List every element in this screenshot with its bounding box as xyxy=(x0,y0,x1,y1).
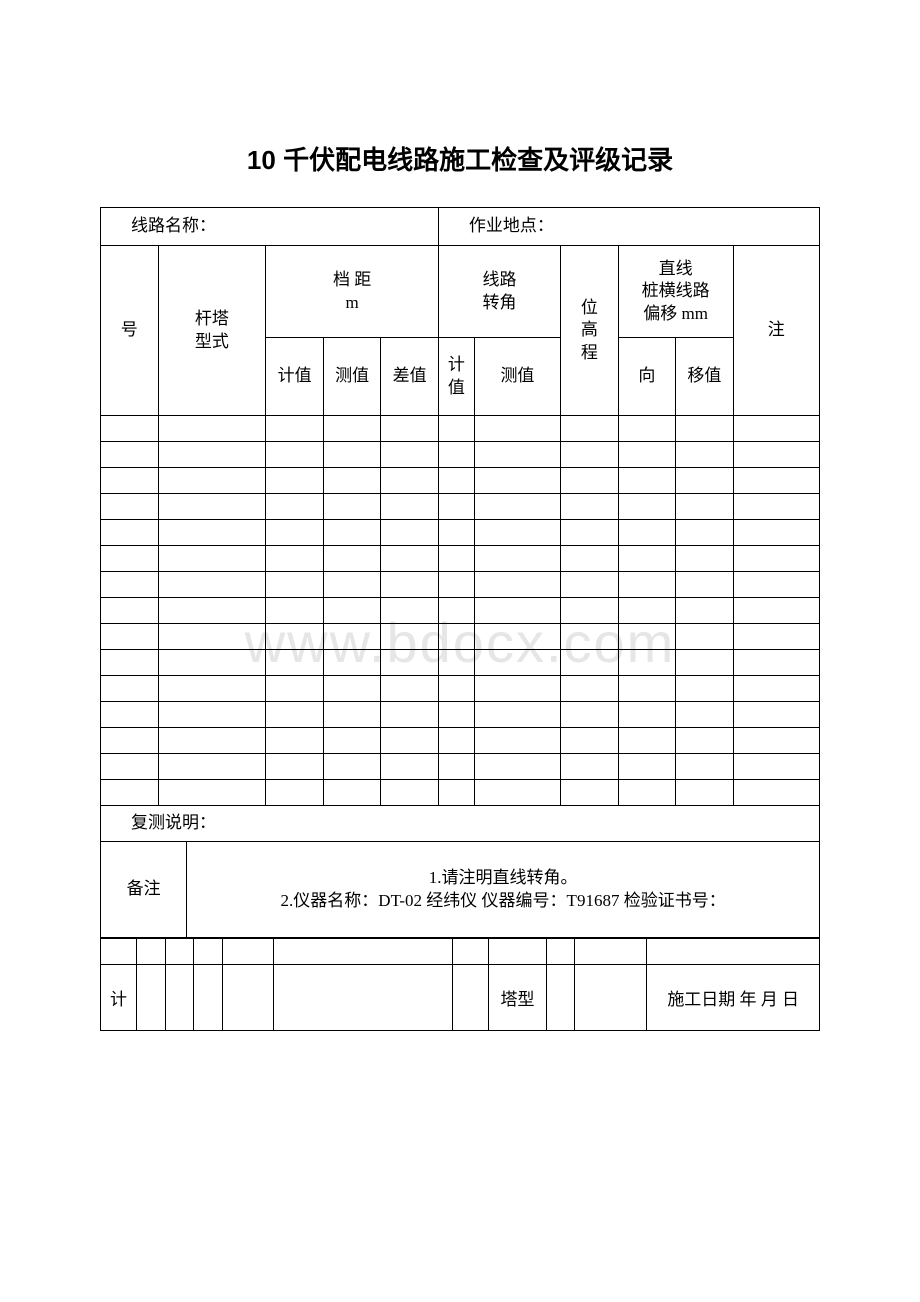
col-note: 注 xyxy=(733,246,819,416)
remark-line-1: 1.请注明直线转角。 xyxy=(191,867,815,889)
table-row xyxy=(101,546,820,572)
page-title: 10 千伏配电线路施工检查及评级记录 xyxy=(100,140,820,177)
footer-tower: 塔型 xyxy=(489,965,547,1031)
table-row xyxy=(101,572,820,598)
table-row xyxy=(101,416,820,442)
col-angle-measured: 测值 xyxy=(474,338,560,416)
table-row xyxy=(101,624,820,650)
col-angle-design: 计值 xyxy=(438,338,474,416)
col-angle-group: 线路 转角 xyxy=(438,246,560,338)
footer-table: 计 塔型 施工日期 年 月 日 xyxy=(100,938,820,1031)
remark-row: 备注 1.请注明直线转角。 2.仪器名称：DT-02 经纬仪 仪器编号：T916… xyxy=(101,842,820,938)
info-row: 线路名称： 作业地点： xyxy=(101,208,820,246)
line-name-label: 线路名称： xyxy=(101,208,439,246)
table-row xyxy=(101,520,820,546)
table-row xyxy=(101,702,820,728)
col-number: 号 xyxy=(101,246,159,416)
footer-spacer-row xyxy=(101,939,820,965)
col-elevation: 位 高 程 xyxy=(561,246,619,416)
header-row-1: 号 杆塔 型式 档 距 m 线路 转角 位 高 程 直线 桩横线路 偏移 mm … xyxy=(101,246,820,338)
remark-line-2: 2.仪器名称：DT-02 经纬仪 仪器编号：T91687 检验证书号： xyxy=(191,890,815,912)
remark-label: 备注 xyxy=(101,842,187,938)
col-span-design: 计值 xyxy=(266,338,324,416)
table-row xyxy=(101,650,820,676)
resurvey-row: 复测说明： xyxy=(101,806,820,842)
col-offset-dir: 向 xyxy=(618,338,676,416)
table-row xyxy=(101,468,820,494)
table-row xyxy=(101,780,820,806)
col-span-group: 档 距 m xyxy=(266,246,439,338)
col-tower-type: 杆塔 型式 xyxy=(158,246,266,416)
table-row xyxy=(101,598,820,624)
table-row xyxy=(101,442,820,468)
col-offset-val: 移值 xyxy=(676,338,734,416)
resurvey-label: 复测说明： xyxy=(101,806,820,842)
col-span-measured: 测值 xyxy=(323,338,381,416)
remark-content: 1.请注明直线转角。 2.仪器名称：DT-02 经纬仪 仪器编号：T91687 … xyxy=(187,842,820,938)
footer-date: 施工日期 年 月 日 xyxy=(647,965,820,1031)
col-span-diff: 差值 xyxy=(381,338,439,416)
table-row xyxy=(101,676,820,702)
work-place-label: 作业地点： xyxy=(438,208,819,246)
table-row xyxy=(101,754,820,780)
footer-main-row: 计 塔型 施工日期 年 月 日 xyxy=(101,965,820,1031)
table-row xyxy=(101,728,820,754)
col-offset-group: 直线 桩横线路 偏移 mm xyxy=(618,246,733,338)
footer-calc: 计 xyxy=(101,965,137,1031)
table-row xyxy=(101,494,820,520)
inspection-table: 线路名称： 作业地点： 号 杆塔 型式 档 距 m 线路 转角 位 高 程 直线… xyxy=(100,207,820,938)
